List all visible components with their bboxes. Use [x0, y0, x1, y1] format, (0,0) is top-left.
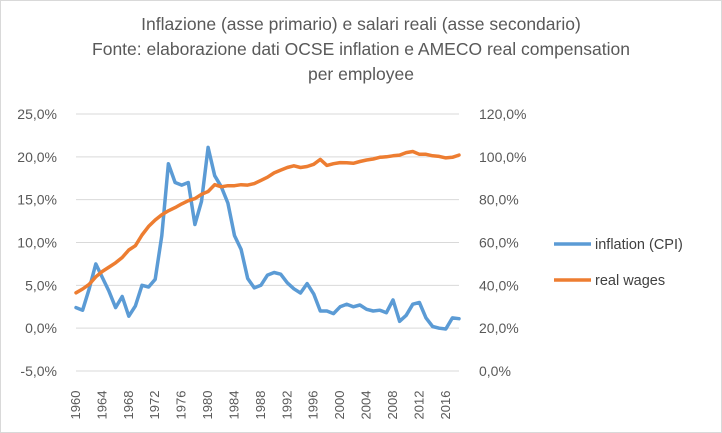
right-y-axis: 120,0% 100,0% 80,0% 60,0% 40,0% 20,0% 0,0% — [479, 106, 526, 379]
x-axis-tick-label: 2000 — [332, 391, 347, 420]
series-lines — [74, 145, 461, 331]
legend-label: inflation (CPI) — [595, 237, 683, 253]
real-wages-series-line — [74, 149, 461, 295]
chart-title: Inflazione (asse primario) e salari real… — [92, 14, 630, 84]
right-axis-tick-label: 120,0% — [479, 106, 526, 122]
gridlines — [76, 113, 459, 372]
x-axis-tick-label: 1976 — [174, 391, 189, 420]
x-axis-tick-label: 2004 — [359, 391, 374, 420]
x-axis-tick-label: 2008 — [385, 391, 400, 420]
right-axis-tick-label: 60,0% — [479, 235, 519, 251]
title-line-2: Fonte: elaborazione dati OCSE inflation … — [92, 39, 630, 59]
title-line-1: Inflazione (asse primario) e salari real… — [141, 14, 581, 34]
right-axis-tick-label: 100,0% — [479, 149, 526, 165]
left-axis-tick-label: 5,0% — [25, 277, 57, 293]
x-axis-tick-label: 1968 — [121, 391, 136, 420]
x-axis-tick-label: 1980 — [200, 391, 215, 420]
x-axis-tick-label: 1996 — [306, 391, 321, 420]
x-axis-tick-label: 1984 — [226, 391, 241, 420]
inflation-series-line — [74, 145, 461, 331]
left-axis-tick-label: 0,0% — [25, 320, 57, 336]
title-line-3: per employee — [308, 64, 414, 84]
x-axis-tick-label: 1960 — [68, 391, 83, 420]
right-axis-tick-label: 20,0% — [479, 320, 519, 336]
left-axis-tick-label: 10,0% — [17, 235, 57, 251]
left-axis-tick-label: 15,0% — [17, 192, 57, 208]
legend-label: real wages — [595, 273, 665, 289]
left-axis-tick-label: -5,0% — [20, 363, 57, 379]
x-axis-tick-label: 2012 — [411, 391, 426, 420]
left-axis-tick-label: 25,0% — [17, 106, 57, 122]
legend: inflation (CPI) real wages — [554, 237, 683, 289]
x-axis-tick-label: 1988 — [253, 391, 268, 420]
right-axis-tick-label: 80,0% — [479, 192, 519, 208]
x-axis-tick-label: 2016 — [438, 391, 453, 420]
x-axis-tick-label: 1964 — [94, 391, 109, 420]
right-axis-tick-label: 0,0% — [479, 363, 511, 379]
left-axis-tick-label: 20,0% — [17, 149, 57, 165]
x-axis-tick-label: 1972 — [147, 391, 162, 420]
x-axis: 1960 1964 1968 1972 1976 1980 1984 1988 1992 1996… — [68, 391, 453, 420]
left-y-axis: 25,0% 20,0% 15,0% 10,0% 5,0% 0,0% -5,0% — [17, 106, 57, 379]
right-axis-tick-label: 40,0% — [479, 277, 519, 293]
x-axis-tick-label: 1992 — [279, 391, 294, 420]
